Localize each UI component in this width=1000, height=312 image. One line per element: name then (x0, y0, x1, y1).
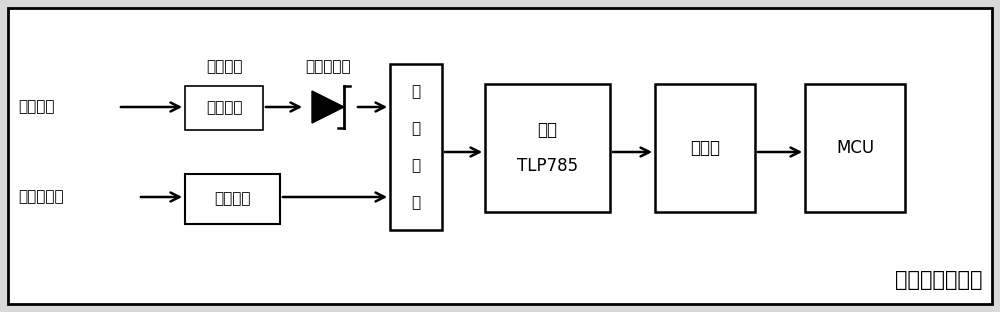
Text: 吸: 吸 (411, 85, 421, 100)
Text: 限流电阻: 限流电阻 (206, 59, 242, 74)
Bar (655, 84, 755, 212)
Bar (390, 64, 442, 230)
Bar (185, 174, 280, 224)
Text: 滤波电路: 滤波电路 (214, 192, 251, 207)
Bar (805, 84, 905, 212)
Text: 触发器: 触发器 (690, 139, 720, 157)
Text: 稳压二极管: 稳压二极管 (305, 59, 351, 74)
Text: 限流电阻: 限流电阻 (206, 100, 242, 115)
Text: 开关量处理模块: 开关量处理模块 (895, 270, 982, 290)
Text: 遥信输入: 遥信输入 (18, 100, 54, 115)
Polygon shape (312, 91, 344, 123)
Text: 遥信公共端: 遥信公共端 (18, 189, 64, 204)
Text: 电: 电 (411, 158, 421, 173)
Text: TLP785: TLP785 (517, 157, 578, 175)
Text: 路: 路 (411, 196, 421, 211)
Bar (485, 84, 610, 212)
Text: 收: 收 (411, 121, 421, 137)
Bar (185, 86, 263, 130)
Text: MCU: MCU (836, 139, 874, 157)
Text: 光耦: 光耦 (538, 121, 558, 139)
